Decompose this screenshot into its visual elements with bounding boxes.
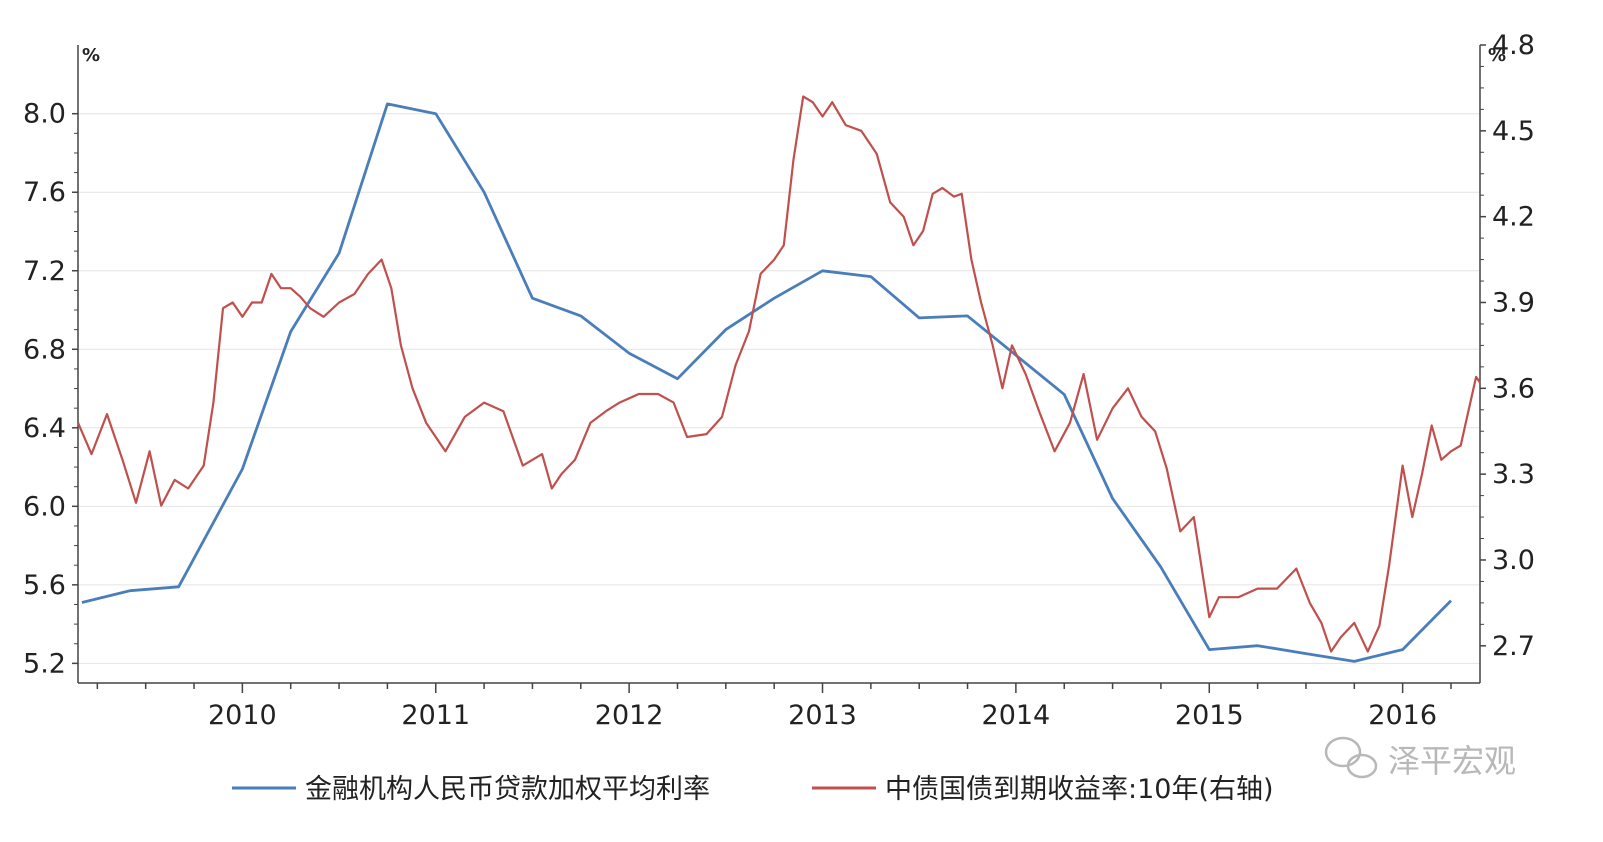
right-tick-label-3: 3.6: [1492, 373, 1535, 404]
left-tick-label-3: 6.4: [23, 413, 66, 444]
wechat-icon: [1324, 736, 1378, 779]
series-line-loan-rate: [81, 102, 1452, 663]
left-tick-label-2: 6.0: [23, 491, 66, 522]
x-tick-label-2014: 2014: [982, 700, 1051, 731]
right-tick-label-4: 3.9: [1492, 287, 1535, 318]
x-tick-label-2016: 2016: [1368, 700, 1437, 731]
legend-label-loan-rate: 金融机构人民币贷款加权平均利率: [305, 774, 710, 805]
right-tick-label-2: 3.3: [1492, 459, 1535, 490]
left-tick-label-4: 6.8: [23, 334, 66, 365]
x-tick-label-2015: 2015: [1175, 700, 1244, 731]
gridlines: [78, 113, 1480, 664]
right-tick-label-5: 4.2: [1492, 202, 1535, 233]
x-tick-label-2012: 2012: [595, 700, 664, 731]
x-axis: 2010 2011 2012 2013 2014 2015 2016: [78, 682, 1480, 731]
series-layer: [76, 95, 1481, 663]
legend: 金融机构人民币贷款加权平均利率 中债国债到期收益率:10年(右轴): [232, 774, 1274, 805]
x-tick-label-2010: 2010: [208, 700, 277, 731]
x-tick-label-2011: 2011: [401, 700, 470, 731]
left-tick-label-1: 5.6: [23, 570, 66, 601]
left-tick-label-0: 5.2: [23, 648, 66, 679]
left-tick-label-6: 7.6: [23, 177, 66, 208]
right-tick-label-1: 3.0: [1492, 545, 1535, 576]
x-tick-label-2013: 2013: [788, 700, 857, 731]
right-axis-unit: %: [1488, 45, 1506, 66]
left-axis: % 5.2 5.6 6.0 6.4 6.8 7.2 7.6 8.0: [23, 45, 100, 683]
right-tick-label-7: 4.8: [1492, 30, 1535, 61]
right-axis: % 2.7 3.0 3.3 3.6 3.9 4.2 4.5 4.8: [1479, 30, 1535, 683]
right-tick-label-0: 2.7: [1492, 631, 1535, 662]
right-tick-label-6: 4.5: [1492, 116, 1535, 147]
left-tick-label-5: 7.2: [23, 256, 66, 287]
left-tick-label-7: 8.0: [23, 99, 66, 130]
watermark-text: 泽平宏观: [1388, 742, 1516, 780]
left-axis-unit: %: [82, 45, 100, 66]
series-line-bond-yield: [76, 95, 1481, 653]
watermark: 泽平宏观: [1324, 736, 1516, 780]
legend-label-bond-yield: 中债国债到期收益率:10年(右轴): [885, 774, 1274, 805]
